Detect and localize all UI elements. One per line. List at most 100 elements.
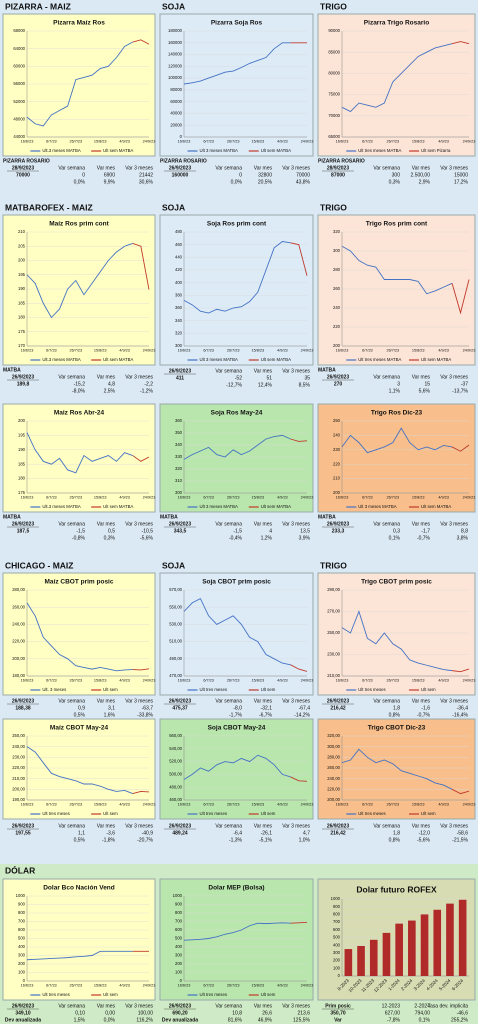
y-tick-label: 210,00 (327, 673, 340, 678)
table-label: PIZARRA ROSARIO (318, 158, 365, 164)
series-line (132, 39, 150, 45)
x-tick-label: 26/7/23 (227, 140, 240, 144)
x-tick-label: 4/9/23 (438, 803, 449, 807)
table-header: Var 3 meses (125, 165, 153, 171)
table-header: 26/9/2023 (327, 823, 349, 829)
x-tick-label: 15/8/23 (251, 140, 264, 144)
x-tick-label: 15/8/23 (412, 803, 425, 807)
table-pct: -0,8% (72, 535, 86, 541)
y-tick-label: 900 (333, 904, 341, 909)
table-header: Var mes (254, 368, 273, 374)
table-value: -8,0 (233, 705, 242, 711)
table-header: 12-2023 (382, 1003, 401, 1009)
y-tick-label: 240 (333, 305, 341, 310)
table-header: 2-2024 (414, 1003, 430, 1009)
y-tick-label: 300 (18, 953, 26, 958)
table-value: -3,6 (106, 830, 115, 836)
y-tick-label: 500,00 (169, 772, 182, 777)
chart-title: Trigo Ros Dic-23 (371, 410, 423, 417)
x-tick-label: 4/9/23 (438, 349, 449, 353)
x-tick-label: 24/9/23 (301, 349, 314, 353)
x-tick-label: 24/9/23 (143, 984, 156, 988)
y-tick-label: 100 (18, 970, 26, 975)
y-tick-label: 240,00 (12, 622, 25, 627)
chart-panel (2, 878, 156, 1001)
x-tick-label: 4/9/23 (438, 140, 449, 144)
x-tick-label: 15/8/23 (251, 803, 264, 807)
table-pct: 0,5% (74, 712, 86, 718)
y-tick-label: 900 (18, 902, 26, 907)
table-value: 189,8 (17, 381, 30, 387)
y-tick-label: 360 (175, 418, 183, 423)
y-tick-label: 280 (333, 267, 341, 272)
section-title: SOJA (162, 202, 185, 212)
table-pct: 3,8% (457, 535, 469, 541)
table-header: Var semana (373, 165, 400, 171)
table-value: -26,1 (261, 830, 273, 836)
table-value: 188,38 (15, 705, 31, 711)
table-pct: -33,8% (137, 712, 153, 718)
chart-panel (317, 718, 476, 820)
table-pct: 0,3% (389, 179, 401, 185)
series-line (451, 788, 470, 795)
chart-title: Soja Ros May-24 (211, 410, 263, 417)
x-tick-label: 6/7/23 (362, 679, 373, 683)
y-tick-label: 300 (175, 953, 183, 958)
table-header: Var mes (254, 521, 273, 527)
table-header: Var semana (215, 165, 242, 171)
table-header: Var semana (373, 521, 400, 527)
table-value: 489,24 (172, 830, 188, 836)
y-tick-label: 300,00 (327, 744, 340, 749)
table-value: 187,5 (17, 528, 30, 534)
x-tick-label: 15/8/23 (251, 496, 264, 500)
y-tick-label: 310 (175, 478, 183, 483)
table-header: 26/9/2023 (12, 698, 34, 704)
table-header: Var semana (58, 374, 85, 380)
table-header: Var 3 meses (282, 1003, 310, 1009)
table-pct: -1,7% (229, 712, 243, 718)
table-value: 2.500,00 (411, 172, 431, 178)
bar (344, 949, 353, 976)
table-value: -1,5 (233, 528, 242, 534)
table-value: 100,00 (138, 1010, 154, 1016)
table-value: 690,20 (172, 1010, 188, 1016)
table-value: 350,70 (330, 1010, 346, 1016)
table-header: 26/9/2023 (12, 374, 34, 380)
bar (433, 909, 442, 976)
chart-panel (317, 214, 476, 366)
table-value: 300 (392, 172, 401, 178)
section-title: PIZARRA - MAIZ (5, 1, 71, 11)
legend-label: Ult tres meses (358, 687, 385, 692)
table-header: Var mes (412, 374, 431, 380)
x-tick-label: 4/9/23 (119, 496, 130, 500)
table-value: 0,3 (393, 528, 400, 534)
y-tick-label: 0 (180, 134, 183, 139)
table-value: 270 (334, 381, 343, 387)
table-value: -10,5 (142, 528, 154, 534)
table-value: 0,00 (105, 1010, 115, 1016)
x-tick-label: 26/7/23 (69, 496, 82, 500)
x-tick-label: 15/8/23 (94, 679, 107, 683)
table-label: PIZARRA ROSARIO (3, 158, 50, 164)
y-tick-label: 270,00 (327, 609, 340, 614)
series-line (451, 444, 470, 452)
table-header: 26/9/2023 (169, 521, 191, 527)
y-tick-label: 200,00 (12, 656, 25, 661)
legend-label: Ult tres meses (42, 811, 69, 816)
table-pct: 46,9% (258, 1017, 273, 1023)
y-tick-label: 60000 (13, 63, 25, 68)
table-pct: 1,1% (389, 388, 401, 394)
table-pct: Dev anualizada (5, 1017, 41, 1023)
y-tick-label: 160000 (168, 40, 183, 45)
y-tick-label: 175 (18, 490, 26, 495)
table-value: 349,10 (15, 1010, 31, 1016)
y-tick-label: 210 (333, 476, 341, 481)
x-tick-label: 26/7/23 (386, 140, 399, 144)
table-pct: 1,2% (261, 535, 273, 541)
y-tick-label: 200 (18, 418, 26, 423)
x-tick-label: 6/7/23 (362, 140, 373, 144)
y-tick-label: 230,00 (12, 754, 25, 759)
chart-panel (2, 572, 156, 696)
y-tick-label: 440 (175, 254, 183, 259)
section-title: SOJA (162, 1, 185, 11)
